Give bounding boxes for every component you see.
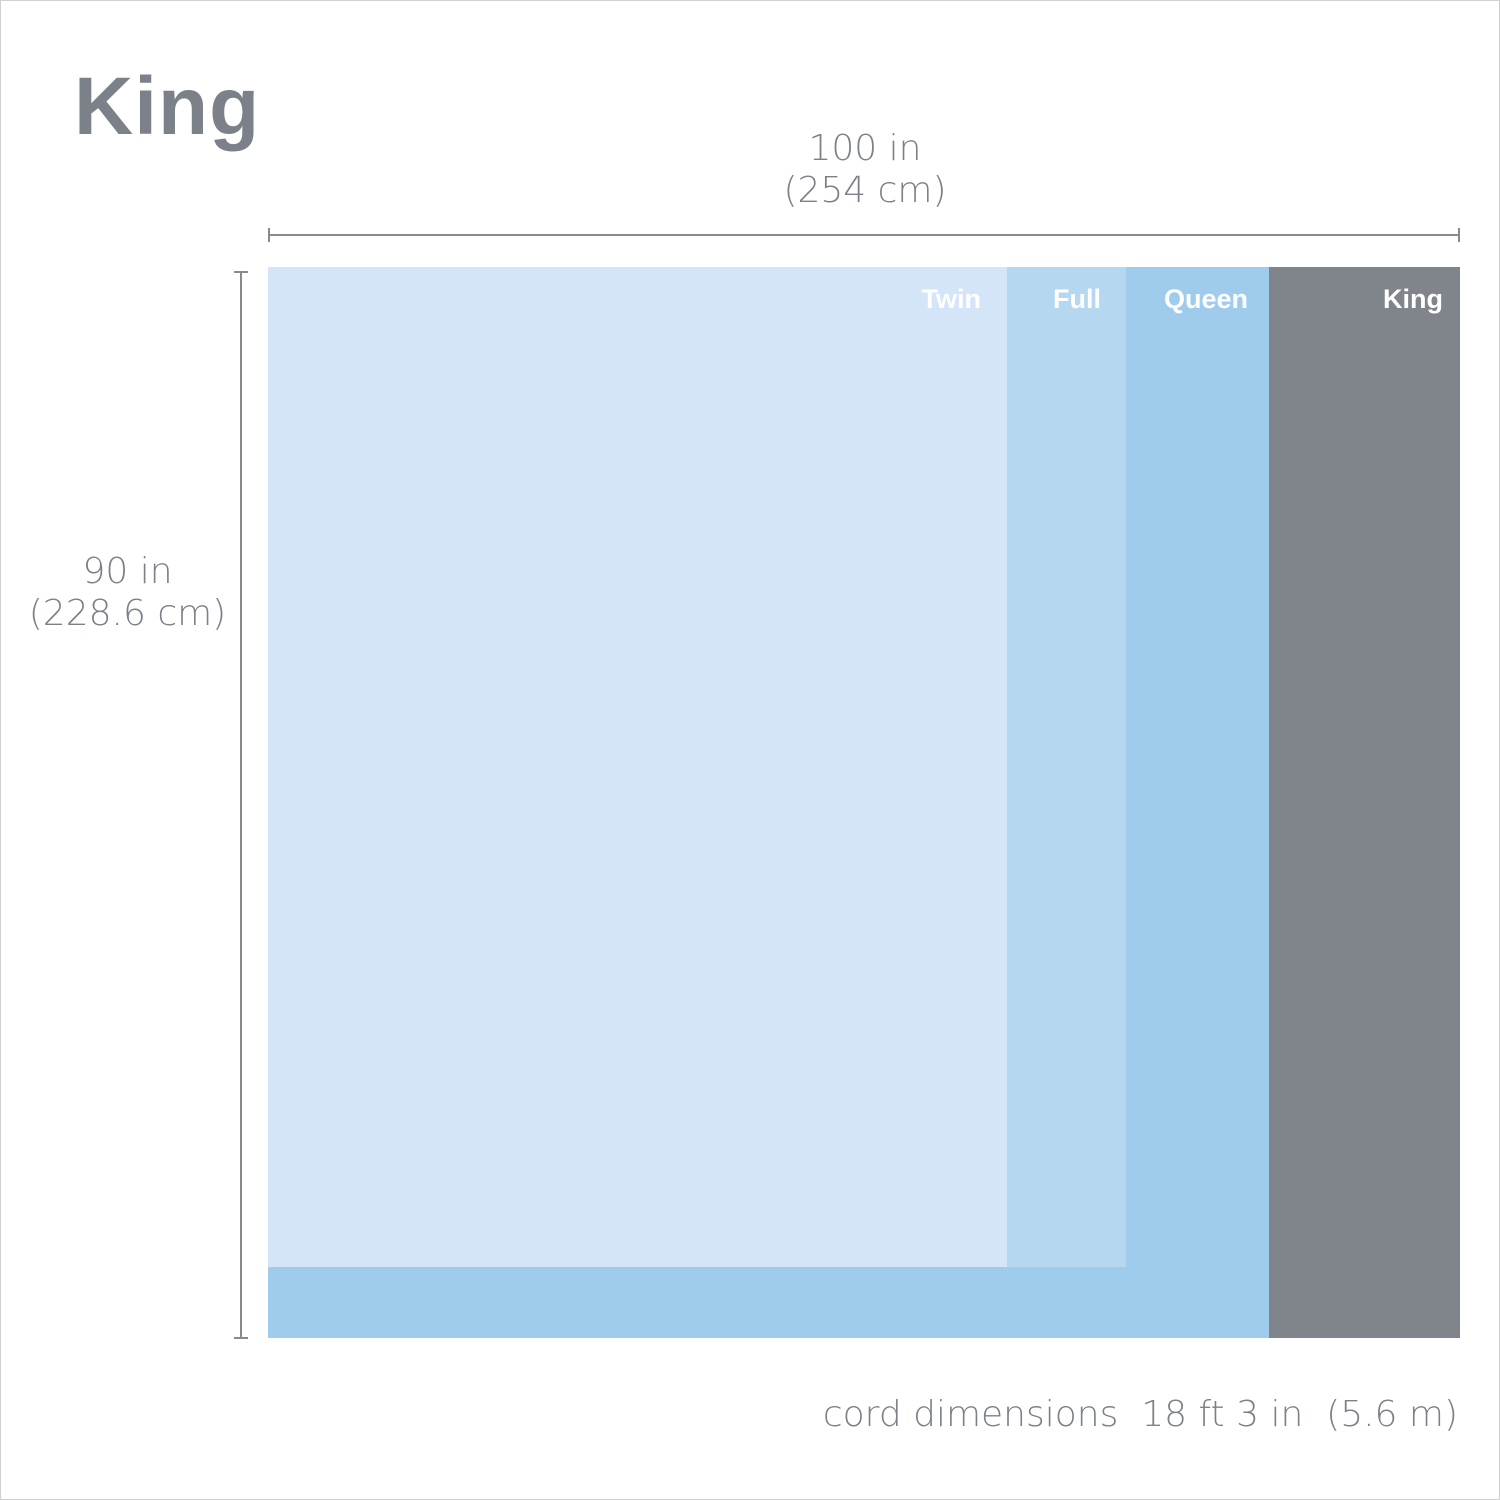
full-label: Full: [1053, 284, 1101, 314]
king-label: King: [1383, 284, 1443, 314]
width-inches: 100 in: [808, 128, 922, 169]
height-tick-top: [234, 271, 248, 273]
width-label: 100 in (254 cm): [715, 128, 1015, 212]
width-dimension-line: [268, 234, 1460, 236]
queen-label: Queen: [1163, 284, 1248, 314]
twin-label: Twin: [921, 284, 981, 314]
height-label: 90 in (228.6 cm): [20, 551, 235, 635]
cord-dimensions: cord dimensions 18 ft 3 in (5.6 m): [822, 1394, 1458, 1435]
height-tick-bottom: [234, 1337, 248, 1339]
width-tick-right: [1458, 228, 1460, 242]
height-inches: 90 in: [82, 551, 173, 592]
height-dimension-line: [240, 272, 242, 1338]
width-cm: (254 cm): [783, 170, 947, 211]
page-title: King: [74, 61, 261, 152]
width-tick-left: [268, 228, 270, 242]
height-cm: (228.6 cm): [28, 593, 227, 634]
twin-area: [268, 267, 1007, 1267]
